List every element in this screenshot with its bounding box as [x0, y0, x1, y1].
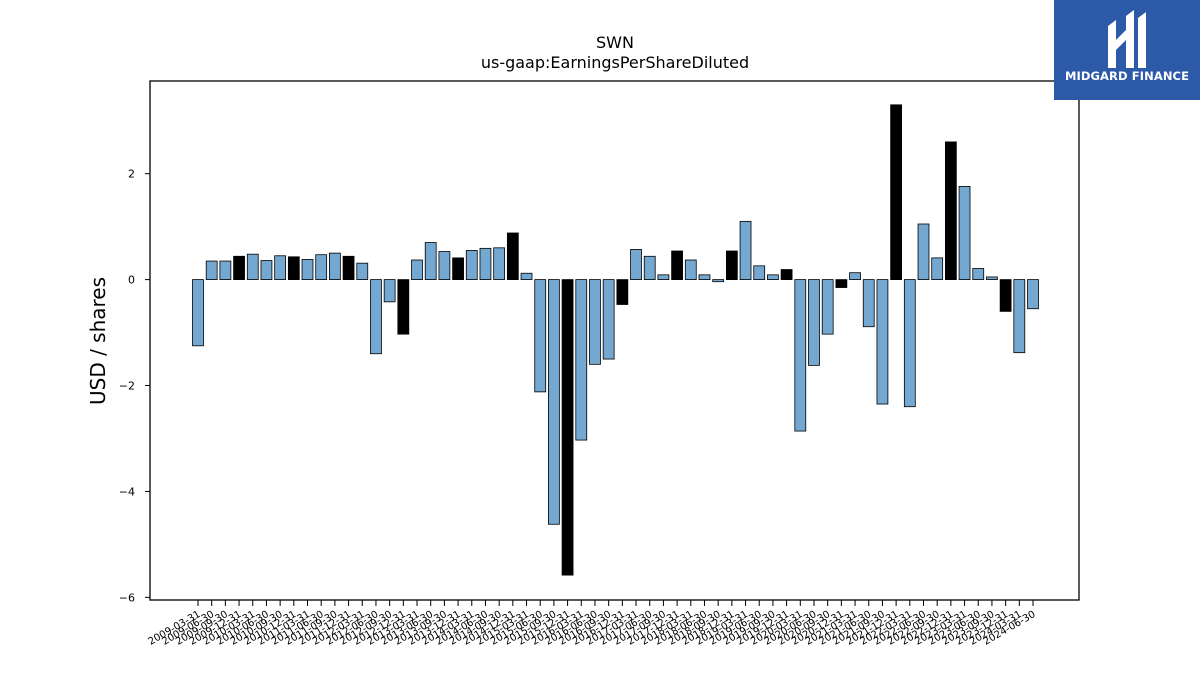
- y-tick-label: 0: [128, 274, 135, 287]
- bar-2018-06-30: [698, 274, 711, 280]
- bar-2012-09-30: [383, 279, 396, 303]
- bar-2019-09-30: [767, 274, 779, 280]
- y-axis-label: USD / shares: [86, 277, 110, 405]
- bar-2011-12-31: [342, 255, 355, 280]
- bar-2012-03-31: [356, 262, 369, 280]
- bar-2009-03-31: [192, 279, 204, 347]
- bar-2010-03-31: [246, 253, 259, 280]
- bar-2020-06-30: [808, 279, 820, 366]
- bar-2015-03-31: [520, 272, 533, 280]
- bar-2015-06-30: [534, 279, 547, 393]
- bar-2011-09-30: [329, 252, 341, 280]
- y-tick-label: −2: [119, 380, 135, 393]
- midgard-logo-icon: [1108, 10, 1146, 68]
- bar-2017-03-31: [630, 249, 642, 281]
- bar-2010-09-30: [274, 255, 287, 281]
- bar-2014-09-30: [493, 247, 506, 281]
- bar-2022-12-31: [944, 141, 957, 280]
- bars-group: [192, 104, 1039, 576]
- brand-logo: MIDGARD FINANCE: [1054, 0, 1200, 100]
- chart-subtitle: us-gaap:EarningsPerShareDiluted: [481, 53, 749, 72]
- bar-2011-06-30: [315, 254, 328, 281]
- bar-2022-03-31: [903, 279, 916, 408]
- brand-name: MIDGARD FINANCE: [1064, 69, 1190, 83]
- bar-2019-06-30: [753, 265, 766, 280]
- bar-2018-03-31: [684, 259, 697, 280]
- bar-2013-06-30: [424, 242, 437, 280]
- y-tick-label: 2: [128, 168, 135, 181]
- bar-2011-03-31: [301, 259, 314, 280]
- bar-2015-12-31: [561, 279, 574, 576]
- bar-2021-12-31: [890, 104, 902, 281]
- bar-2023-03-31: [958, 185, 971, 280]
- bar-2016-09-30: [602, 279, 615, 360]
- bar-2010-12-31: [287, 256, 300, 280]
- bar-2021-09-30: [876, 279, 889, 405]
- bar-2014-12-31: [506, 232, 519, 280]
- bar-2021-03-31: [849, 272, 861, 280]
- bar-2023-12-31: [999, 279, 1012, 312]
- bar-2019-12-31: [780, 269, 793, 280]
- bar-2023-09-30: [986, 276, 998, 281]
- bar-2014-06-30: [479, 247, 492, 281]
- bar-2014-03-31: [465, 250, 478, 281]
- bar-2018-09-30: [712, 279, 725, 283]
- bar-2024-06-30: [1027, 279, 1039, 310]
- bar-2009-09-30: [219, 260, 232, 280]
- bar-2022-06-30: [917, 223, 930, 281]
- bar-2016-06-30: [589, 279, 601, 365]
- bar-2010-06-30: [260, 260, 273, 280]
- bar-2020-03-31: [794, 279, 807, 432]
- bar-2020-09-30: [821, 279, 834, 335]
- bar-2020-12-31: [835, 279, 848, 288]
- bar-2017-09-30: [657, 274, 670, 280]
- bar-2015-09-30: [548, 279, 560, 525]
- y-tick-label: −4: [119, 485, 135, 498]
- bar-2016-03-31: [575, 279, 588, 441]
- x-axis: 2009-03-312009-06-302009-09-302009-12-31…: [147, 600, 1038, 648]
- chart-title: SWN: [596, 33, 634, 52]
- bar-2012-12-31: [397, 279, 410, 335]
- bar-2013-12-31: [452, 257, 464, 280]
- bar-2023-06-30: [972, 268, 985, 281]
- plot-frame: [149, 80, 1080, 601]
- bar-2009-06-30: [205, 260, 218, 280]
- bar-2013-03-31: [411, 259, 423, 280]
- y-axis: 2 0 −2 −4 −6: [119, 168, 150, 604]
- bar-2018-12-31: [725, 250, 738, 281]
- bar-2019-03-31: [739, 220, 752, 280]
- bar-2013-09-30: [438, 251, 451, 280]
- bar-2024-03-31: [1013, 279, 1026, 354]
- y-tick-label: −6: [119, 591, 135, 604]
- bar-2021-06-30: [862, 279, 875, 328]
- bar-2012-06-30: [370, 279, 382, 355]
- bar-2022-09-30: [931, 257, 944, 280]
- bar-2009-12-31: [233, 255, 245, 280]
- bar-2017-12-31: [671, 250, 683, 281]
- bar-2017-06-30: [643, 255, 656, 280]
- bar-2016-12-31: [616, 279, 629, 305]
